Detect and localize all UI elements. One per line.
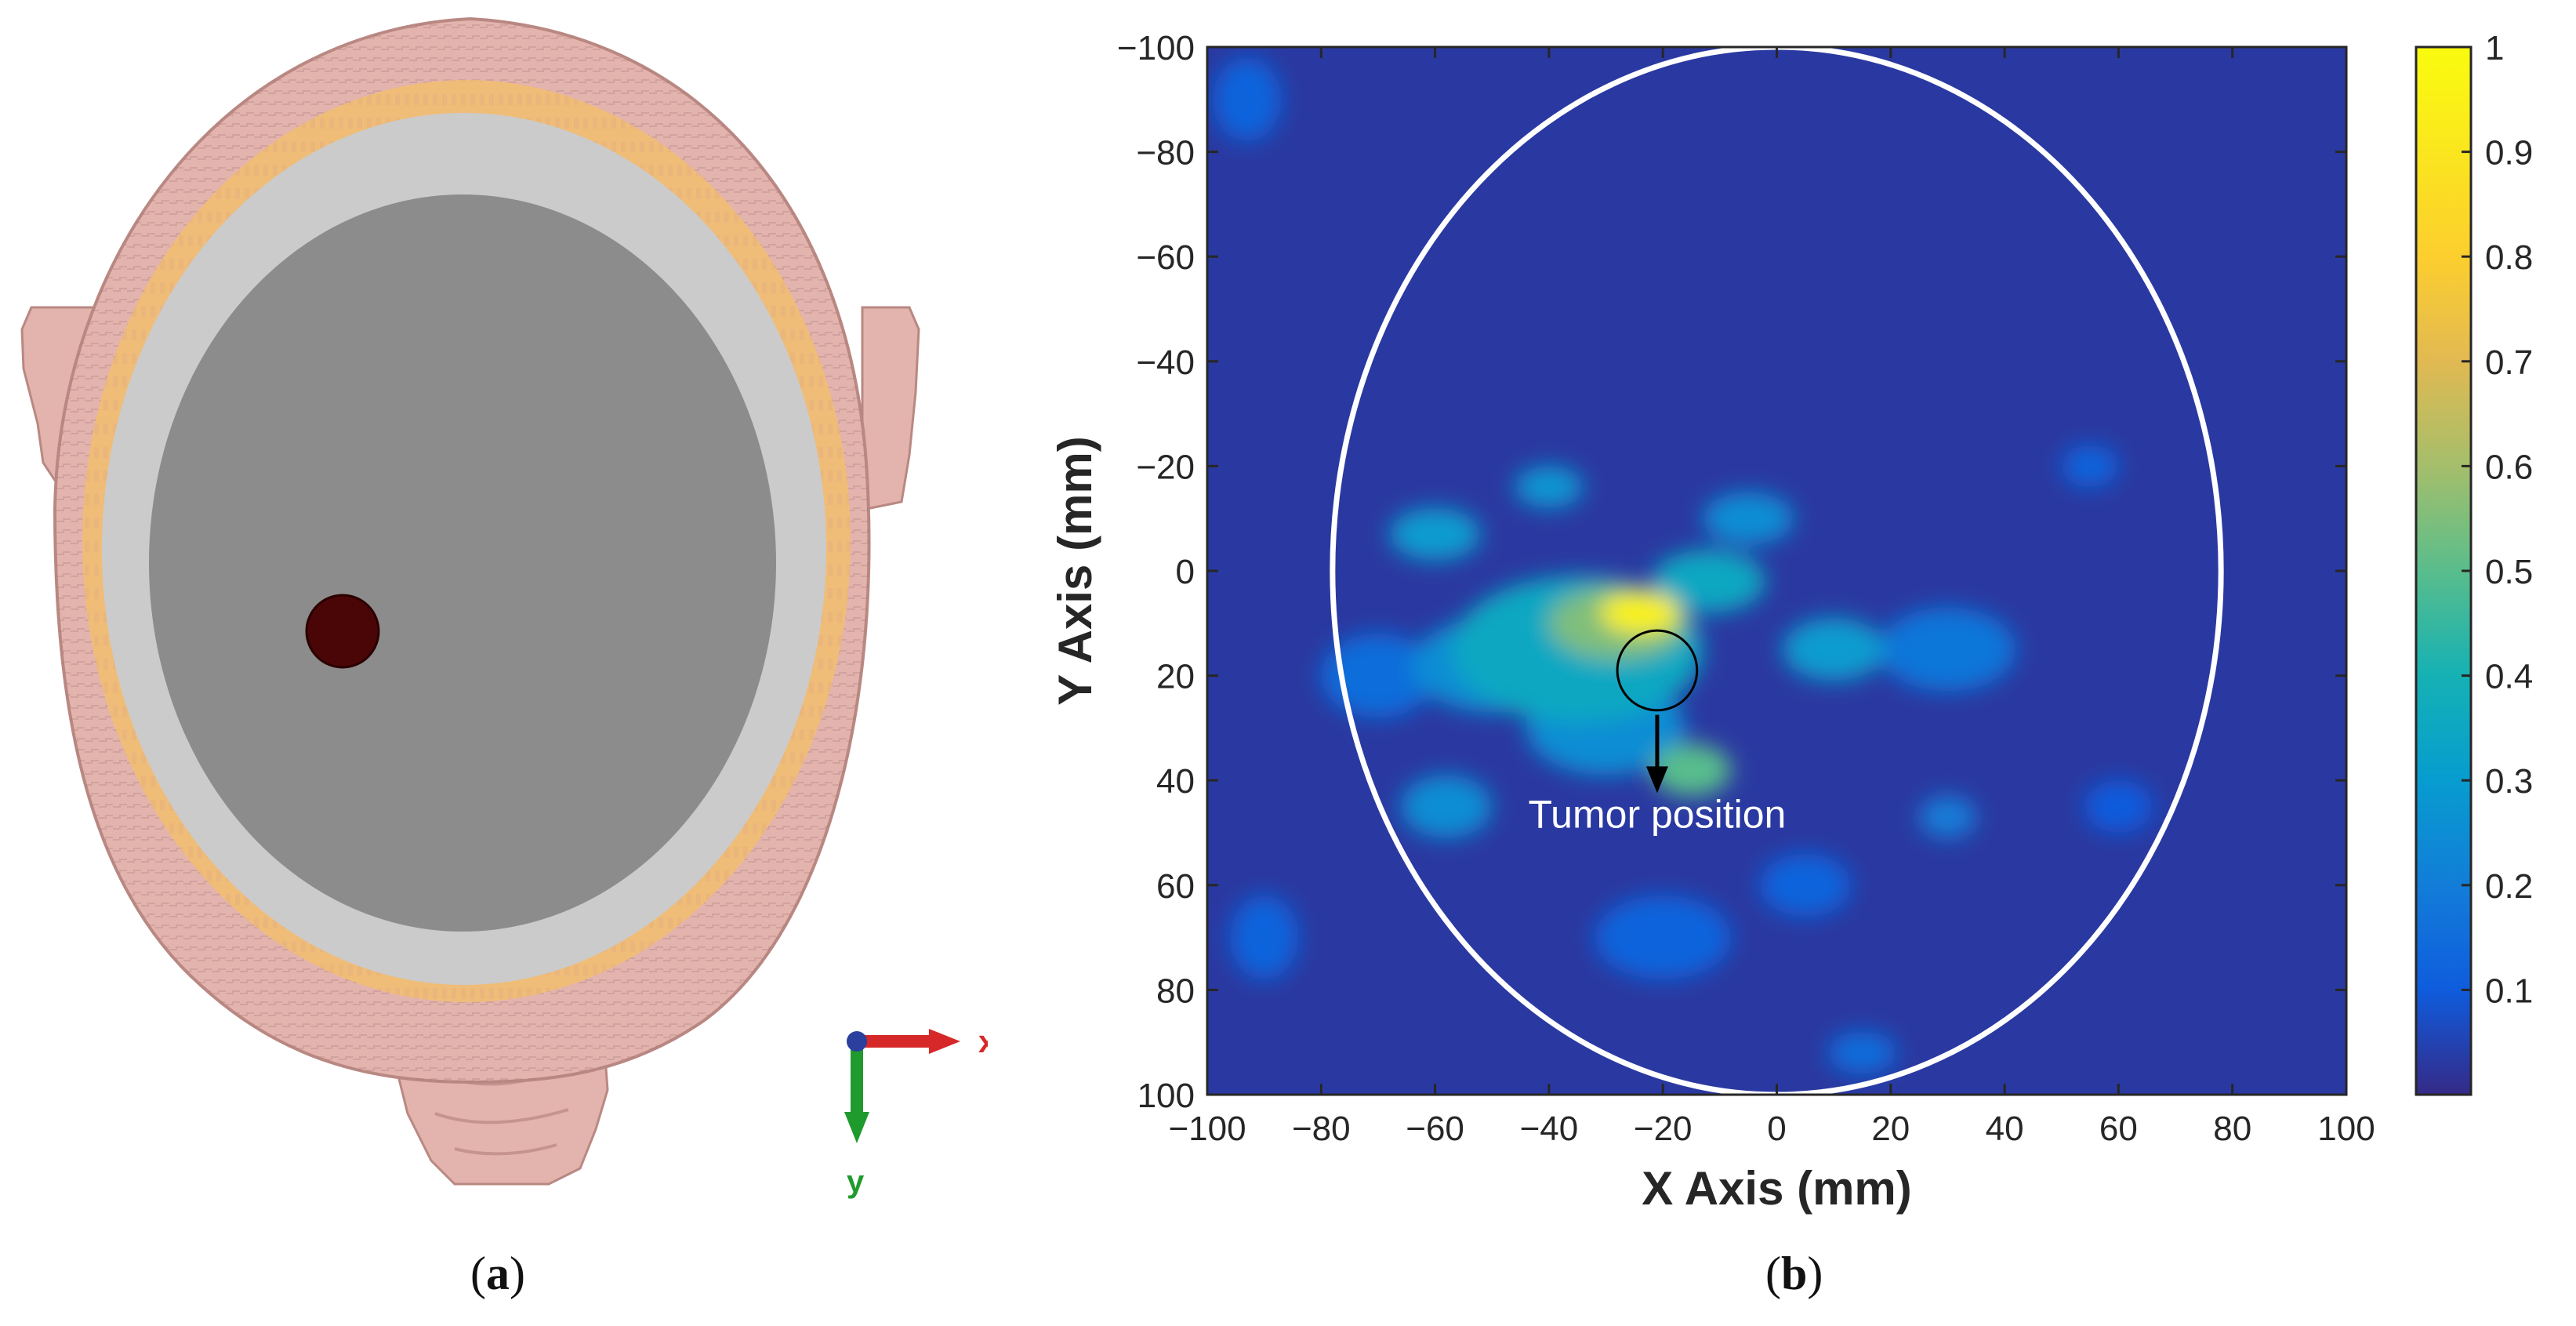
- heatmap-blob: [1759, 853, 1851, 917]
- annotation-arrowhead: [1645, 766, 1668, 794]
- colorbar-tick-label: 0.8: [2485, 238, 2533, 277]
- axis-origin: [847, 1031, 867, 1052]
- y-tick-label: 20: [1156, 658, 1195, 696]
- colorbar-tick-label: 0.6: [2485, 448, 2533, 486]
- panel-b-label: b: [1780, 1248, 1808, 1299]
- x-tick-label: 0: [1767, 1110, 1786, 1148]
- heatmap-blob: [1401, 775, 1493, 838]
- y-tick-label: −40: [1136, 343, 1195, 382]
- tumor-marker-circle: [1616, 629, 1699, 712]
- y-tick-label: 80: [1156, 972, 1195, 1010]
- colorbar-tick-label: 0.4: [2485, 658, 2533, 696]
- heatmap-blob: [1827, 1031, 1897, 1074]
- heatmap-blob: [2084, 780, 2153, 833]
- x-tick-label: −60: [1406, 1110, 1464, 1148]
- heatmap-chart: Tumor position −100 −80 −60 −40 −20 0 20 40 60 80…: [1049, 29, 2533, 1215]
- y-tick-label: −80: [1136, 134, 1195, 173]
- y-tick-label: 0: [1176, 553, 1195, 591]
- colorbar-tick-label: 0.9: [2485, 134, 2533, 173]
- y-tick-label: −20: [1136, 448, 1195, 486]
- tumor-position-annotation: Tumor position: [1529, 792, 1787, 836]
- colorbar-tick-label: 1: [2485, 29, 2504, 67]
- x-axis-letter: x: [978, 1025, 988, 1059]
- heatmap-blob: [1595, 896, 1732, 980]
- heatmap-background: [1207, 47, 2346, 1095]
- x-tick-label: 60: [2099, 1110, 2138, 1148]
- heatmap-blob: [1651, 550, 1765, 613]
- panel-b-heatmap: Tumor position −100 −80 −60 −40 −20 0 20 40 60 80…: [988, 0, 2576, 1322]
- x-tick-label: 40: [1986, 1110, 2024, 1148]
- y-axis-title: Y Axis (mm): [1049, 436, 1101, 705]
- y-tick-label: 100: [1137, 1077, 1195, 1115]
- colorbar-tick-label: 0.2: [2485, 867, 2533, 906]
- axis-triad: x y: [844, 1025, 996, 1199]
- y-tick-label: 40: [1156, 762, 1195, 801]
- panel-b-caption: (b): [1765, 1248, 1823, 1299]
- y-tick-label: −60: [1136, 238, 1195, 277]
- brain-layer: [149, 194, 776, 932]
- colorbar-tick-label: 0.1: [2485, 972, 2533, 1010]
- y-tick-label: 60: [1156, 867, 1195, 906]
- y-arrowhead: [844, 1112, 869, 1143]
- x-tick-label: 100: [2317, 1110, 2375, 1148]
- x-tick-label: −100: [1168, 1110, 1246, 1148]
- heatmap-blob: [2061, 445, 2119, 488]
- heatmap-blobs: [1213, 57, 2153, 1074]
- heatmap-blob: [1230, 896, 1299, 980]
- x-tick-label: −80: [1292, 1110, 1351, 1148]
- x-axis-title: X Axis (mm): [1642, 1162, 1912, 1215]
- heatmap-blob: [1213, 57, 1282, 142]
- heatmap-blob: [1600, 591, 1680, 634]
- x-tick-label: −20: [1634, 1110, 1693, 1148]
- heatmap-blob: [1703, 492, 1794, 545]
- panel-a-label: a: [485, 1248, 510, 1299]
- panel-a-head-model: x y (a): [0, 0, 996, 1322]
- heatmap-field: Tumor position: [1207, 47, 2346, 1095]
- heatmap-blob: [1515, 466, 1584, 508]
- panel-a-caption: (a): [470, 1248, 525, 1299]
- heatmap-blob: [1879, 607, 2016, 692]
- heatmap-blob: [1389, 507, 1481, 561]
- y-axis-letter: y: [847, 1164, 865, 1199]
- right-ear-shape: [861, 306, 920, 511]
- x-arrowhead: [929, 1029, 960, 1054]
- colorbar-tick-label: 0.3: [2485, 762, 2533, 801]
- colorbar-tick-label: 0.7: [2485, 343, 2533, 382]
- tumor-dot: [305, 594, 380, 669]
- heatmap-blob: [1919, 796, 1976, 838]
- x-tick-label: −40: [1520, 1110, 1579, 1148]
- x-tick-label: 20: [1871, 1110, 1910, 1148]
- heatmap-blob: [1321, 634, 1435, 718]
- head-outline-ellipse: [1330, 47, 2224, 1095]
- heatmap-blob: [1782, 618, 1885, 681]
- heatmap-blob: [1651, 743, 1732, 797]
- x-tick-label: 80: [2213, 1110, 2251, 1148]
- y-tick-label: −100: [1117, 29, 1195, 67]
- head-model-illustration: x y: [20, 16, 996, 1199]
- colorbar-tick-label: 0.5: [2485, 553, 2533, 591]
